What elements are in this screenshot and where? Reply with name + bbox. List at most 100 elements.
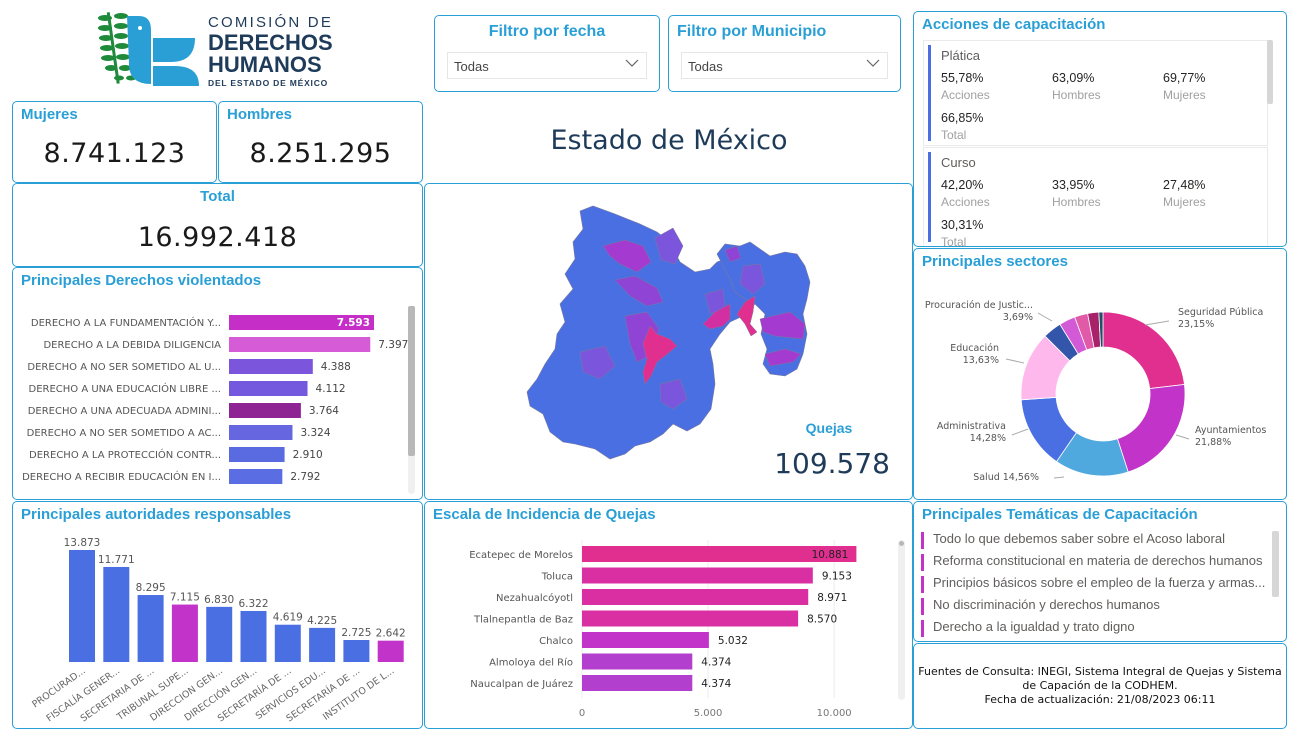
incidencia-category-label: Naucalpan de Juárez: [470, 678, 573, 690]
derechos-value-label: 4.112: [316, 383, 346, 395]
map-region[interactable]: [739, 263, 766, 295]
platica-mujeres-label: Mujeres: [1163, 88, 1206, 102]
map-region[interactable]: [579, 345, 616, 380]
tematica-item[interactable]: Reforma constitucional en materia de der…: [921, 553, 1263, 571]
kpi-card-total: Total 16.992.418: [12, 183, 423, 267]
autoridades-bar[interactable]: [377, 640, 404, 662]
autoridades-bar[interactable]: [171, 604, 198, 662]
autoridades-bar[interactable]: [274, 624, 301, 662]
sectores-leader-line: [1053, 476, 1065, 479]
sectores-leader-line: [1037, 312, 1053, 322]
derechos-bar[interactable]: [229, 425, 293, 440]
map-region[interactable]: [659, 378, 688, 410]
chevron-down-icon: [625, 59, 639, 67]
filter-fecha-card: Filtro por fecha Todas: [434, 15, 660, 92]
map-region[interactable]: [614, 275, 664, 307]
autoridades-value-label: 7.115: [170, 592, 200, 604]
map-region-east[interactable]: [716, 241, 811, 377]
map-region[interactable]: [759, 311, 806, 340]
derechos-value-label: 7.397: [378, 339, 408, 351]
update-date: Fecha de actualización: 21/08/2023 06:11: [984, 693, 1216, 706]
incidencia-bar[interactable]: [582, 567, 813, 584]
acciones-block-curso: Curso 42,20% Acciones 33,95% Hombres 27,…: [923, 147, 1268, 246]
derechos-bar[interactable]: [229, 403, 301, 418]
sectores-slice[interactable]: [1102, 311, 1185, 389]
curso-acciones-value: 42,20%: [941, 178, 984, 192]
sources-card: Fuentes de Consulta: INEGI, Sistema Inte…: [913, 643, 1287, 729]
filter-fecha-value: Todas: [454, 59, 489, 74]
filter-municipio-dropdown[interactable]: Todas: [681, 52, 888, 79]
map-region[interactable]: [654, 227, 684, 265]
choropleth-map[interactable]: [425, 184, 913, 500]
derechos-scroll-thumb[interactable]: [408, 306, 415, 456]
sectores-slice[interactable]: [1116, 384, 1186, 473]
map-region-ecatepec[interactable]: [736, 295, 758, 337]
chevron-down-icon: [866, 59, 880, 67]
platica-hombres-label: Hombres: [1052, 88, 1101, 102]
filter-fecha-title: Filtro por fecha: [488, 23, 606, 40]
filter-fecha-dropdown[interactable]: Todas: [447, 52, 647, 79]
incidencia-xtick-label: 10.000: [817, 708, 852, 719]
kpi-value-total: 16.992.418: [137, 222, 298, 253]
logo-line-3: HUMANOS: [208, 52, 322, 77]
incidencia-value-label: 8.971: [817, 592, 847, 604]
incidencia-bar[interactable]: [582, 610, 799, 627]
derechos-bar[interactable]: [229, 337, 371, 352]
sectores-leader-line: [1175, 434, 1190, 440]
incidencia-category-label: Chalco: [539, 636, 573, 647]
sectores-slice[interactable]: [1098, 311, 1104, 348]
kpi-value-hombres: 8.251.295: [249, 138, 392, 169]
map-region[interactable]: [764, 348, 802, 367]
tematica-item[interactable]: No discriminación y derechos humanos: [921, 597, 1160, 615]
autoridades-bar[interactable]: [240, 610, 267, 662]
curso-mujeres-label: Mujeres: [1163, 195, 1206, 209]
derechos-bar[interactable]: [229, 359, 313, 374]
tematicas-scroll-thumb[interactable]: [1272, 531, 1279, 597]
derechos-bar[interactable]: [229, 447, 285, 462]
acciones-card: Acciones de capacitación Plática 55,78% …: [913, 11, 1287, 247]
tematica-label: Principios básicos sobre el empleo de la…: [933, 575, 1266, 590]
incidencia-scrollbar[interactable]: [898, 540, 905, 700]
derechos-category-label: DERECHO A RECIBIR EDUCACIÓN EN I...: [22, 470, 221, 483]
platica-mujeres-value: 69,77%: [1163, 71, 1206, 85]
sectores-leader-line: [1005, 358, 1025, 364]
incidencia-bar[interactable]: [582, 589, 809, 605]
logo-line-1: COMISIÓN DE: [208, 14, 334, 31]
autoridades-bar[interactable]: [69, 550, 95, 662]
derechos-bar[interactable]: [229, 315, 374, 330]
autoridades-bar[interactable]: [309, 627, 336, 662]
incidencia-bar[interactable]: [582, 675, 693, 691]
sectores-slice-label: 3,69%: [1003, 312, 1033, 323]
derechos-bar[interactable]: [229, 469, 283, 484]
incidencia-scroll-thumb[interactable]: [899, 541, 904, 546]
incidencia-bar[interactable]: [582, 546, 857, 562]
tematica-item[interactable]: Derecho a la igualdad y trato digno: [921, 619, 1135, 637]
autoridades-bar[interactable]: [103, 566, 130, 662]
kpi-label-mujeres: Mujeres: [21, 106, 78, 123]
derechos-bar[interactable]: [229, 381, 308, 396]
accent-bar: [928, 45, 931, 141]
incidencia-bar[interactable]: [582, 632, 709, 648]
map-region[interactable]: [602, 239, 652, 273]
map-region-toluca[interactable]: [642, 325, 678, 385]
sectores-leader-line: [1144, 320, 1170, 326]
incidencia-value-label: 4.374: [701, 657, 731, 669]
incidencia-xtick-label: 0: [579, 708, 585, 719]
sources-line: de Capación de la CODHEM.: [1022, 679, 1178, 692]
tematica-item[interactable]: Todo lo que debemos saber sobre el Acoso…: [921, 531, 1225, 549]
sectores-card: Principales sectores Seguridad Pública 23…: [913, 248, 1287, 500]
tematica-item[interactable]: Principios básicos sobre el empleo de la…: [921, 575, 1265, 593]
acciones-scroll-thumb[interactable]: [1267, 40, 1273, 104]
autoridades-bar[interactable]: [343, 640, 370, 662]
incidencia-bar[interactable]: [582, 653, 693, 670]
map-region-naucalpan[interactable]: [702, 303, 731, 330]
kpi-label-hombres: Hombres: [227, 106, 293, 123]
autoridades-value-label: 4.225: [307, 615, 337, 627]
autoridades-bar[interactable]: [206, 606, 233, 662]
autoridades-bar[interactable]: [137, 595, 164, 662]
tematica-label: Reforma constitucional en materia de der…: [933, 553, 1263, 568]
map-region[interactable]: [724, 245, 742, 263]
derechos-category-label: DERECHO A LA DEBIDA DILIGENCIA: [43, 340, 221, 351]
